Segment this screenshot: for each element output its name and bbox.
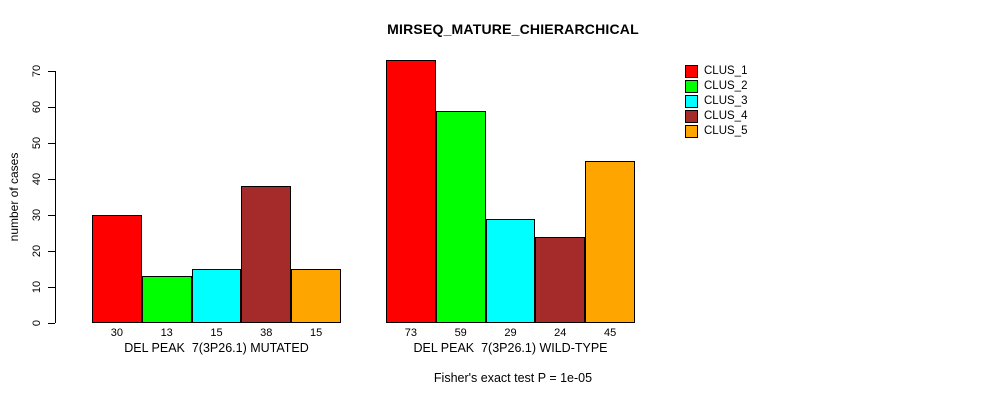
y-axis-label: number of cases — [7, 152, 21, 242]
legend-entry: CLUS_4 — [685, 109, 747, 124]
legend-entry: CLUS_1 — [685, 64, 747, 79]
legend: CLUS_1 CLUS_2 CLUS_3 CLUS_4 CLUS_5 — [685, 64, 747, 139]
y-axis-tick-label: 20 — [31, 244, 43, 258]
bar-value-label: 15 — [309, 327, 323, 339]
y-axis-tick-label: 0 — [31, 319, 43, 327]
legend-label: CLUS_1 — [704, 65, 748, 77]
bar-value-label: 29 — [504, 327, 517, 339]
legend-label: CLUS_4 — [704, 110, 748, 122]
legend-entry: CLUS_3 — [685, 94, 747, 109]
legend-label: CLUS_5 — [704, 125, 748, 137]
legend-swatch-clus_3 — [685, 95, 698, 108]
bar-clus_2-group2 — [435, 110, 486, 323]
bar-clus_1-group2 — [386, 60, 436, 323]
bar-value-label: 45 — [603, 327, 617, 339]
bar-clus_4-group2 — [535, 236, 586, 323]
legend-swatch-clus_1 — [685, 65, 698, 78]
legend-swatch-clus_4 — [685, 110, 698, 123]
bar-value-label: 15 — [210, 327, 223, 339]
bar-value-label: 24 — [554, 327, 567, 339]
y-axis-tick — [48, 214, 55, 216]
y-axis-tick-label: 70 — [31, 64, 43, 78]
bar-clus_4-group1 — [241, 186, 292, 323]
bar-clus_5-group2 — [585, 161, 635, 323]
group-label: DEL PEAK 7(3P26.1) MUTATED — [124, 341, 309, 355]
y-axis-tick — [48, 178, 55, 180]
bar-value-label: 59 — [454, 327, 467, 339]
y-axis-tick-label: 30 — [31, 208, 43, 222]
y-axis-tick — [48, 250, 55, 252]
bar-value-label: 73 — [404, 327, 418, 339]
bar-clus_3-group2 — [485, 218, 536, 323]
group-label: DEL PEAK 7(3P26.1) WILD-TYPE — [413, 341, 608, 355]
chart-title: MIRSEQ_MATURE_CHIERARCHICAL — [387, 21, 639, 37]
legend-label: CLUS_3 — [704, 95, 748, 107]
y-axis-tick — [48, 70, 55, 72]
legend-entry: CLUS_5 — [685, 124, 747, 139]
legend-label: CLUS_2 — [704, 80, 748, 92]
legend-swatch-clus_2 — [685, 80, 698, 93]
y-axis-tick — [48, 106, 55, 108]
bar-clus_2-group1 — [141, 276, 192, 323]
bar-value-label: 30 — [110, 327, 124, 339]
bar-clus_3-group1 — [191, 269, 242, 323]
footnote: Fisher's exact test P = 1e-05 — [433, 371, 593, 385]
y-axis-line — [55, 71, 56, 323]
y-axis-tick — [48, 286, 55, 288]
y-axis-tick-label: 10 — [31, 280, 43, 294]
bar-clus_5-group1 — [291, 269, 341, 323]
y-axis-tick-label: 40 — [31, 172, 43, 186]
y-axis-tick-label: 50 — [31, 136, 43, 150]
y-axis-tick-label: 60 — [31, 100, 43, 114]
bar-clus_1-group1 — [92, 215, 142, 323]
legend-entry: CLUS_2 — [685, 79, 747, 94]
bar-value-label: 38 — [260, 327, 273, 339]
y-axis-tick — [48, 322, 55, 324]
y-axis-tick — [48, 142, 55, 144]
bar-value-label: 13 — [160, 327, 173, 339]
legend-swatch-clus_5 — [685, 125, 698, 138]
